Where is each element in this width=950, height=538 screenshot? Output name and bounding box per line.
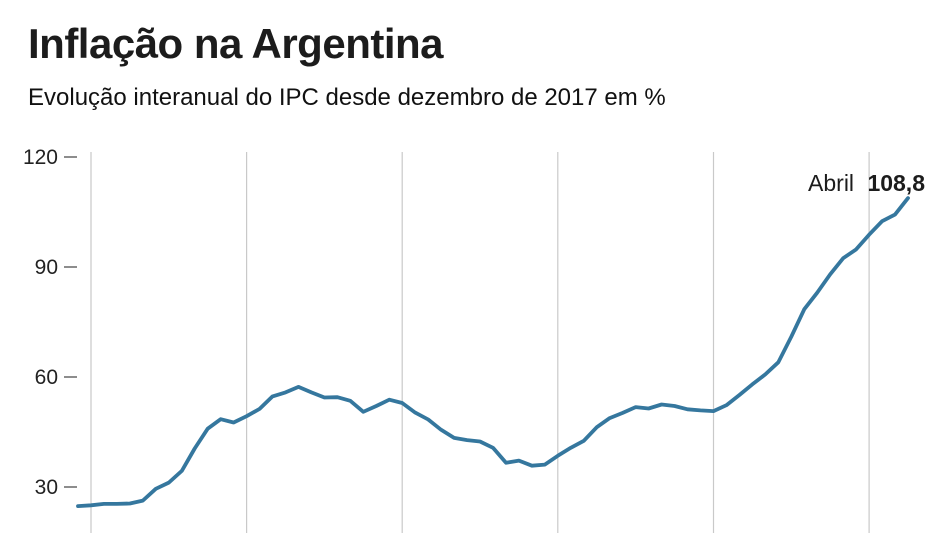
gridlines xyxy=(90,152,870,533)
y-tick-label-90: 90 xyxy=(35,256,58,279)
inflation-line xyxy=(76,196,910,508)
annotation-value: 108,8 xyxy=(867,170,925,196)
y-axis: 120 90 60 30 xyxy=(23,146,77,499)
chart-subtitle: Evolução interanual do IPC desde dezembr… xyxy=(28,84,666,111)
y-tick-label-60: 60 xyxy=(35,366,58,389)
latest-value-annotation: Abril 108,8 xyxy=(808,170,925,196)
page-title: Inflação na Argentina xyxy=(28,20,444,67)
y-tick-label-30: 30 xyxy=(35,476,58,499)
annotation-month-label: Abril xyxy=(808,170,854,196)
y-tick-label-120: 120 xyxy=(23,146,58,169)
